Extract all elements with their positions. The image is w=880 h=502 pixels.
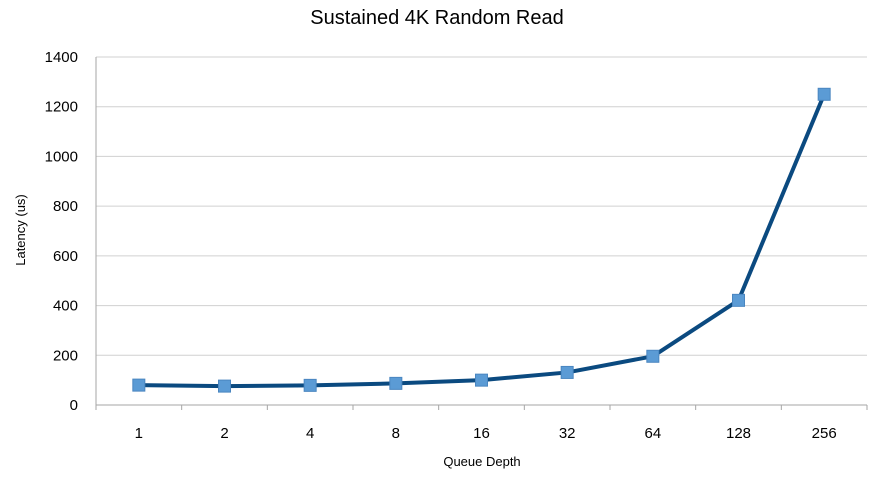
x-tick-label: 8 (392, 425, 400, 442)
data-point (817, 87, 831, 101)
y-axis-ticks: 0 200 400 600 800 1000 1200 1400 (45, 49, 78, 414)
x-axis-title: Queue Depth (443, 454, 520, 469)
x-tick-label: 128 (726, 425, 751, 442)
axes (95, 57, 868, 410)
x-tick-label: 2 (220, 425, 228, 442)
data-point (218, 379, 231, 393)
y-tick-label: 1200 (45, 99, 78, 116)
x-tick-label: 4 (306, 425, 314, 442)
x-tick-label: 1 (135, 425, 143, 442)
data-point (475, 373, 488, 387)
y-tick-label: 1000 (45, 148, 78, 165)
chart-title: Sustained 4K Random Read (310, 7, 564, 29)
x-tick-label: 16 (473, 425, 490, 442)
y-tick-label: 1400 (45, 49, 78, 66)
y-axis-title: Latency (us) (13, 194, 28, 266)
data-point (132, 378, 146, 392)
x-tick-label: 256 (812, 425, 837, 442)
series-line (136, 92, 827, 389)
x-tick-label: 64 (644, 425, 661, 442)
series-latency (132, 87, 831, 393)
data-point (732, 293, 745, 307)
x-tick-label: 32 (559, 425, 576, 442)
gridlines (96, 56, 867, 356)
data-point (646, 349, 660, 363)
y-tick-label: 200 (53, 347, 78, 364)
y-tick-label: 0 (70, 397, 78, 414)
x-axis-ticks: 1 2 4 8 16 32 64 128 256 (135, 425, 837, 442)
data-point (560, 365, 574, 379)
y-tick-label: 600 (53, 248, 78, 265)
y-tick-label: 400 (53, 298, 78, 315)
data-point (303, 378, 317, 392)
y-tick-label: 800 (53, 198, 78, 215)
data-point (389, 376, 403, 390)
